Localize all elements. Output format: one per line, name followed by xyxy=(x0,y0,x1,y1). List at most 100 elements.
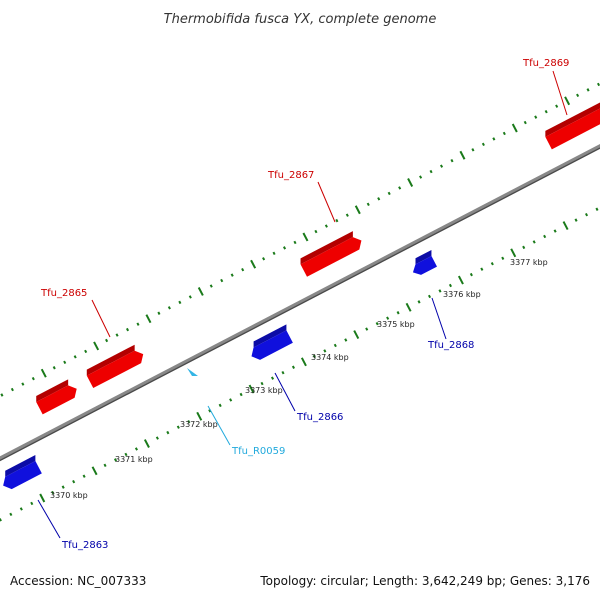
inner-scale-tick xyxy=(323,349,327,353)
gene-arrow-tfu-2865 xyxy=(86,344,144,389)
label-connector xyxy=(91,299,111,338)
label-connector xyxy=(37,499,61,539)
inner-scale-tick xyxy=(196,411,203,421)
inner-scale-tick xyxy=(229,398,233,402)
inner-scale-tick xyxy=(300,357,307,367)
outer-scale-tick xyxy=(523,120,527,125)
inner-scale-tick xyxy=(248,384,255,394)
inner-scale-tick xyxy=(469,272,473,277)
accession-text: Accession: NC_007333 xyxy=(10,574,147,588)
gene-body xyxy=(3,461,42,490)
inner-scale-tick xyxy=(72,479,76,484)
label-connector xyxy=(431,297,447,340)
gene-body xyxy=(545,108,600,150)
inner-scale-tick xyxy=(457,275,464,285)
outer-scale-tick xyxy=(40,368,47,378)
inner-scale-tick xyxy=(9,512,13,517)
inner-scale-tick xyxy=(584,212,589,217)
outer-scale-tick xyxy=(419,175,423,179)
label-connectors xyxy=(37,70,568,539)
outer-scale-tick xyxy=(407,178,414,187)
map-title: Thermobifida fusca YX, complete genome xyxy=(164,12,437,27)
outer-scale-tick xyxy=(481,142,485,147)
backbone-line xyxy=(0,143,600,460)
gene-label: Tfu_2866 xyxy=(296,412,343,423)
outer-scale-tick xyxy=(0,393,4,397)
gene-top-face xyxy=(415,249,432,265)
inner-scale-tick xyxy=(155,436,159,440)
inner-scale-tick xyxy=(480,267,484,271)
outer-scale-tick xyxy=(596,82,600,87)
inner-scale-tick xyxy=(260,381,264,386)
scale-ticks xyxy=(0,82,600,522)
outer-scale-tick xyxy=(502,131,506,136)
outer-scale-tick xyxy=(492,137,496,141)
inner-scale-tick xyxy=(91,466,98,476)
outer-scale-tick xyxy=(534,115,538,119)
scale-label: 3373 kbp xyxy=(245,386,283,395)
scale-labels: 3370 kbp 3371 kbp 3372 kbp 3373 kbp 3374 kbp… xyxy=(50,258,548,500)
label-connector xyxy=(317,181,336,223)
outer-scale-tick xyxy=(93,341,100,351)
outer-scale-tick xyxy=(145,314,152,324)
outer-scale-tick xyxy=(564,96,571,106)
inner-scale-tick xyxy=(562,221,569,231)
inner-scale-tick xyxy=(417,300,421,304)
outer-scale-tick xyxy=(439,164,444,168)
label-connector xyxy=(552,70,568,116)
inner-scale-tick xyxy=(0,518,2,522)
inner-scale-tick xyxy=(270,376,275,380)
outer-scale-tick xyxy=(471,148,475,152)
gene-labels: Tfu_2863 Tfu_2865 Tfu_R0059 Tfu_2866 Tfu_286… xyxy=(40,58,569,551)
outer-scale-tick xyxy=(335,218,339,223)
outer-scale-tick xyxy=(178,300,182,305)
inner-scale-tick xyxy=(187,420,191,424)
outer-scale-tick xyxy=(84,349,88,354)
outer-scale-tick xyxy=(52,366,56,370)
outer-scale-tick xyxy=(197,287,204,296)
inner-scale-tick xyxy=(344,338,348,342)
outer-scale-tick xyxy=(586,88,590,92)
gene-body xyxy=(86,350,144,389)
outer-scale-tick xyxy=(230,273,234,277)
inner-scale-tick xyxy=(333,343,337,348)
outer-scale-tick xyxy=(450,158,454,163)
outer-scale-tick xyxy=(576,93,580,98)
inner-scale-tick xyxy=(208,409,212,413)
inner-scale-tick xyxy=(365,327,369,331)
inner-scale-tick xyxy=(39,493,46,503)
gene-body xyxy=(251,330,293,360)
outer-scale-tick xyxy=(125,327,130,332)
inner-scale-tick xyxy=(490,262,494,266)
outer-scale-tick xyxy=(398,186,402,190)
label-connector xyxy=(274,372,296,412)
gene-top-face xyxy=(300,231,353,265)
gene-arrow-tfu-2863 xyxy=(3,455,42,490)
outer-scale-tick xyxy=(136,322,140,326)
inner-scale-tick xyxy=(82,474,86,478)
outer-scale-tick xyxy=(345,213,349,217)
inner-scale-tick xyxy=(448,283,452,288)
scale-label: 3372 kbp xyxy=(180,420,218,429)
outer-scale-tick xyxy=(314,229,318,234)
inner-scale-tick xyxy=(134,447,138,451)
outer-scale-tick xyxy=(354,205,361,215)
gene-arrow-tfu-2867 xyxy=(300,231,362,277)
gene-arrow-tfu-2866 xyxy=(251,324,293,360)
scale-label: 3374 kbp xyxy=(311,353,349,362)
gene-top-face xyxy=(86,344,135,376)
outer-scale-tick xyxy=(157,311,161,315)
inner-scale-tick xyxy=(51,490,55,495)
gene-top-face xyxy=(36,379,69,402)
gene-label: Tfu_2865 xyxy=(40,288,87,299)
inner-scale-tick xyxy=(281,370,285,375)
outer-scale-tick xyxy=(387,191,391,196)
gene-arrow-tfu-2864 xyxy=(36,379,77,415)
inner-scale-tick xyxy=(501,256,505,260)
scale-label: 3377 kbp xyxy=(510,258,548,267)
inner-scale-tick xyxy=(532,240,536,244)
outer-scale-tick xyxy=(73,355,77,359)
outer-scale-tick xyxy=(282,246,287,250)
